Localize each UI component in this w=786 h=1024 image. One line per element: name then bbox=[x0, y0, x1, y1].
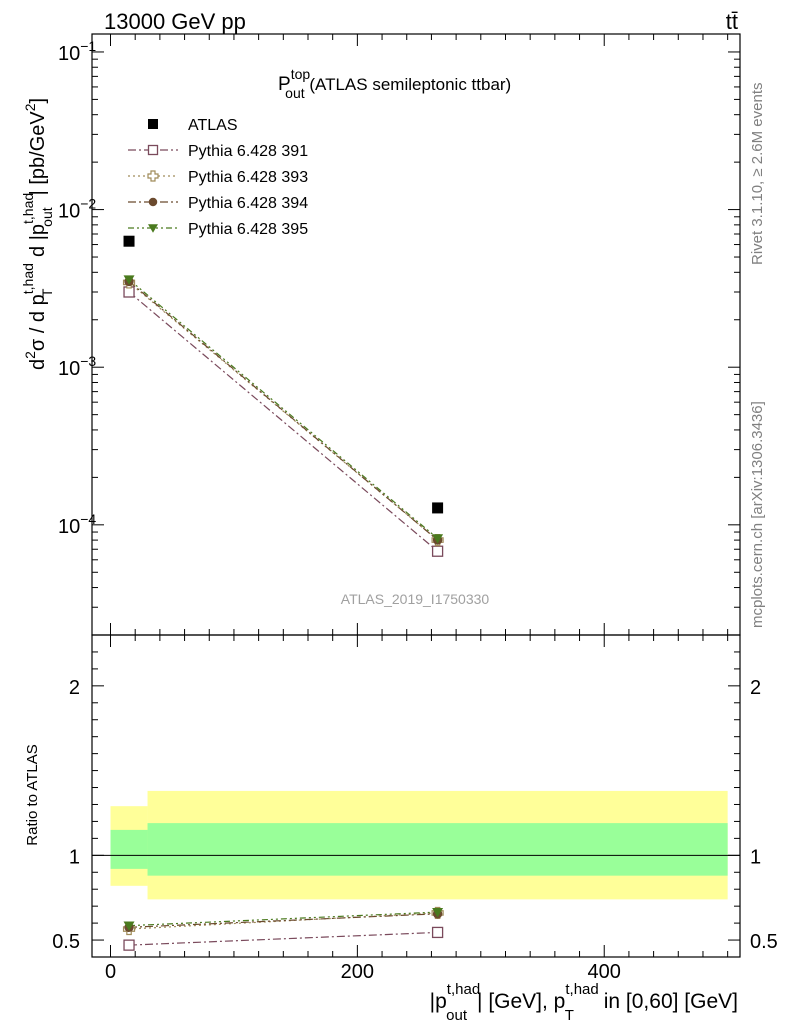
legend-label: Pythia 6.428 391 bbox=[188, 143, 308, 160]
xlabel-sup: t,had bbox=[565, 981, 598, 998]
ylabel-part: ] bbox=[27, 98, 49, 104]
ratio-bands bbox=[92, 790, 740, 900]
ratio-axis-ticks: 0.5 0.5 1 1 2 2 0 200 400 bbox=[52, 635, 778, 983]
ylabel-sup: 2 bbox=[22, 351, 38, 359]
series-line bbox=[128, 280, 438, 541]
data-point bbox=[123, 235, 135, 247]
legend-label: Pythia 6.428 393 bbox=[188, 169, 308, 186]
ratio-series-line bbox=[129, 913, 438, 928]
ratio-y-tick-label: 2 bbox=[69, 677, 80, 699]
legend-marker bbox=[148, 197, 158, 207]
title-rest: (ATLAS semileptonic ttbar) bbox=[305, 75, 512, 94]
xlabel-sup: t,had bbox=[447, 981, 480, 998]
title-main: P bbox=[278, 74, 291, 95]
xlabel-part: in [0,60] [GeV] bbox=[598, 990, 738, 1013]
header-right: tt̄ bbox=[726, 9, 738, 34]
ratio-series-line bbox=[129, 931, 438, 946]
ylabel-sub: out bbox=[39, 207, 55, 227]
ratio-series-line bbox=[129, 911, 438, 927]
legend-label: Pythia 6.428 394 bbox=[188, 195, 308, 212]
main-axis-ticks: 10−1 10−2 10−3 10−4 bbox=[58, 34, 740, 636]
x-axis-label: |pt,had out| [GeV], pt,had T in [0,60] [Ge… bbox=[430, 981, 738, 1024]
ratio-series-line bbox=[128, 912, 438, 930]
x-tick-label: 0 bbox=[105, 961, 116, 983]
title-sup: top bbox=[291, 66, 311, 82]
series-line bbox=[128, 281, 438, 541]
y-tick-label: 10−3 bbox=[58, 353, 96, 380]
legend-label: Pythia 6.428 395 bbox=[188, 221, 308, 238]
mcplots-label: mcplots.cern.ch [arXiv:1306.3436] bbox=[749, 401, 766, 628]
ratio-y-tick-label: 0.5 bbox=[52, 931, 80, 953]
y-tick-label: 10−4 bbox=[58, 511, 96, 538]
main-y-label: d2σ / d pt,had T d |pt,had out| [pb/GeV2] bbox=[20, 98, 55, 370]
ylabel-sub: T bbox=[39, 288, 55, 297]
ratio-data-point bbox=[432, 907, 444, 918]
ylabel-sup: t,had bbox=[20, 193, 36, 224]
xlabel-sub: out bbox=[446, 1007, 468, 1024]
ratio-y-tick-label: 1 bbox=[750, 846, 761, 868]
stat-uncertainty-band bbox=[147, 823, 728, 876]
stat-uncertainty-band bbox=[110, 829, 148, 869]
chart-title: Ptop out (ATLAS semileptonic ttbar) bbox=[278, 66, 511, 101]
ratio-data-point bbox=[123, 939, 135, 951]
main-series bbox=[122, 235, 444, 557]
xlabel-sub: T bbox=[565, 1007, 574, 1024]
ratio-series bbox=[122, 906, 444, 951]
legend-marker bbox=[148, 119, 158, 129]
ylabel-part: d |p bbox=[27, 224, 49, 263]
ylabel-sup: 2 bbox=[22, 103, 38, 111]
data-point bbox=[432, 534, 444, 544]
ylabel-part: | [pb/GeV bbox=[27, 111, 49, 196]
ylabel-part: σ / d p bbox=[27, 294, 49, 351]
ylabel-sup: t,had bbox=[20, 263, 36, 294]
ratio-panel-frame bbox=[91, 634, 741, 958]
title-sub: out bbox=[285, 85, 305, 101]
legend-marker bbox=[147, 144, 159, 156]
legend-marker bbox=[148, 224, 158, 233]
xlabel-part: |p bbox=[430, 990, 447, 1013]
legend-marker bbox=[147, 170, 159, 182]
y-tick-label: 10−1 bbox=[58, 38, 96, 65]
ratio-y-tick-label: 2 bbox=[750, 677, 761, 699]
ratio-y-tick-label: 1 bbox=[69, 846, 80, 868]
series-line bbox=[128, 291, 438, 552]
x-tick-label: 200 bbox=[341, 961, 374, 983]
data-point bbox=[431, 545, 444, 557]
analysis-label: ATLAS_2019_I1750330 bbox=[341, 591, 490, 607]
ratio-y-tick-label: 0.5 bbox=[750, 931, 778, 953]
series-line bbox=[128, 279, 438, 539]
data-point bbox=[123, 275, 135, 285]
header-left: 13000 GeV pp bbox=[104, 9, 246, 34]
ylabel-part: d bbox=[27, 359, 49, 370]
legend: ATLAS Pythia 6.428 391 Pythia 6.428 393 Pyt… bbox=[128, 117, 308, 238]
x-tick-label: 400 bbox=[588, 961, 621, 983]
ratio-data-point bbox=[123, 921, 135, 931]
xlabel-part: | [GeV], p bbox=[477, 990, 565, 1013]
ratio-y-label: Ratio to ATLAS bbox=[24, 744, 41, 845]
y-tick-label: 10−2 bbox=[58, 196, 96, 223]
ratio-data-point bbox=[431, 926, 444, 939]
data-point bbox=[432, 502, 444, 514]
legend-label: ATLAS bbox=[188, 117, 238, 134]
rivet-label: Rivet 3.1.10, ≥ 2.6M events bbox=[749, 83, 766, 266]
